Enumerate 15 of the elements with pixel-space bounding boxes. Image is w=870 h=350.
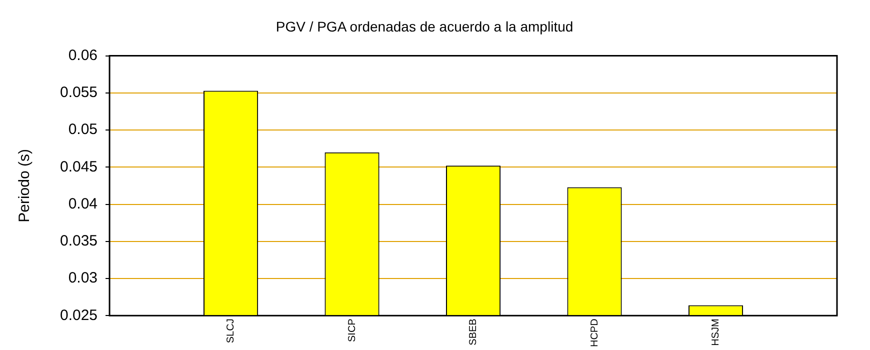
y-tick-label: 0.06 [68,46,98,64]
x-tick-label: SBEB [468,318,480,346]
x-tick-label: SLCJ [226,318,237,344]
y-tick-label: 0.04 [68,195,98,212]
y-tick-label: 0.045 [60,158,98,176]
y-tick-label: 0.05 [68,121,98,138]
y-axis-title: Periodo (s) [16,149,34,222]
y-tick-label: 0.025 [60,306,98,324]
y-tick-label: 0.03 [68,270,98,287]
x-tick-label: HSJM [710,318,722,346]
x-tick-label: SICP [346,318,358,342]
x-tick-label: HCPD [589,318,600,348]
y-tick-label: 0.055 [60,84,98,102]
chart-title: PGV / PGA ordenadas de acuerdo a la amplitud [276,18,574,34]
y-tick-label: 0.035 [60,232,98,250]
